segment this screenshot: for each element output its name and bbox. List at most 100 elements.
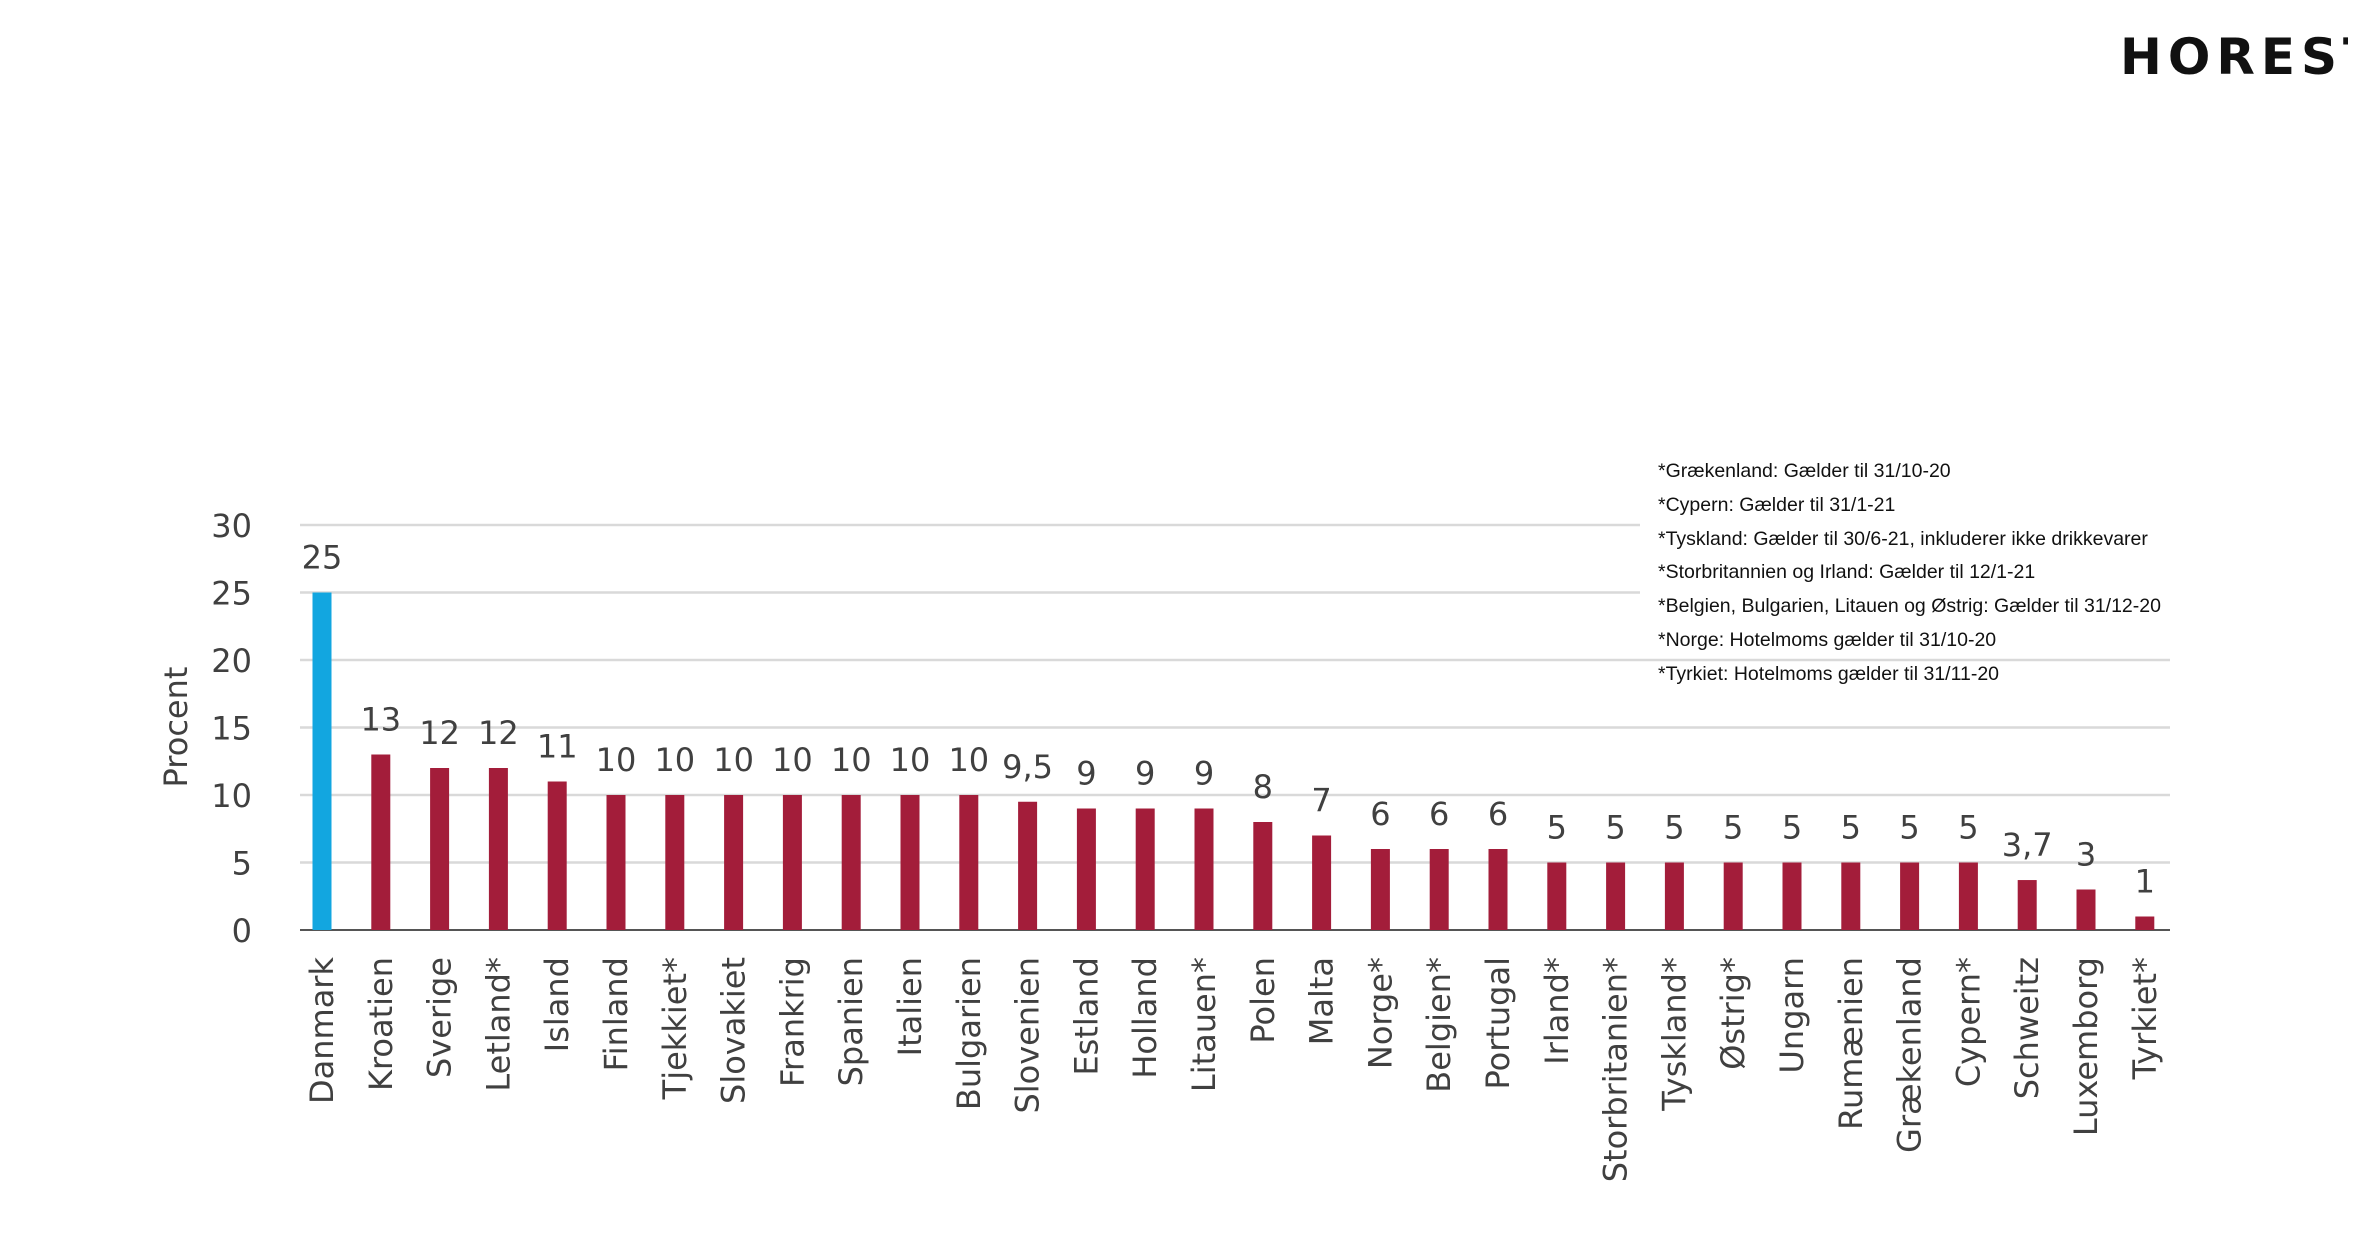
category-label: Frankrig: [773, 957, 811, 1087]
bar-frankrig: [782, 795, 802, 930]
footnote-item: *Storbritannien og Irland: Gælder til 12…: [1658, 561, 2036, 584]
bar-polen: [1253, 822, 1273, 930]
y-axis-ticks: 0 5 10 15 20 25 30: [211, 507, 252, 950]
value-label: 6: [1488, 795, 1508, 833]
category-labels: Danmark Kroatien Sverige Letland* Island Finl…: [303, 957, 2164, 1183]
value-label: 10: [772, 741, 813, 779]
footnote-item: *Tyrkiet: Hotelmoms gælder til 31/11-20: [1658, 662, 2000, 685]
bar-ungarn: [1782, 862, 1802, 930]
category-label: Irland*: [1538, 957, 1576, 1065]
bar-østrig: [1723, 862, 1743, 930]
logo-text: HORESTA: [2120, 28, 2348, 82]
value-label: 10: [654, 741, 695, 779]
bar-belgien: [1429, 849, 1449, 930]
bar-bulgarien: [959, 795, 979, 930]
value-label: 5: [1899, 809, 1919, 847]
value-label: 6: [1429, 795, 1449, 833]
footnote-item: *Norge: Hotelmoms gælder til 31/10-20: [1658, 628, 1997, 651]
category-label: Schweitz: [2008, 957, 2046, 1099]
value-label: 5: [1664, 809, 1684, 847]
category-label: Tyrkiet*: [2126, 957, 2164, 1080]
bar-sverige: [430, 768, 450, 930]
bar-letland: [488, 768, 508, 930]
value-label: 3,7: [2002, 826, 2053, 864]
category-label: Polen: [1244, 957, 1282, 1044]
category-label: Ungarn: [1773, 957, 1811, 1074]
value-label: 5: [1958, 809, 1978, 847]
category-label: Holland: [1126, 957, 1164, 1079]
value-label: 5: [1605, 809, 1625, 847]
category-label: Malta: [1303, 957, 1341, 1045]
value-label: 10: [596, 741, 637, 779]
category-label: Danmark: [303, 957, 341, 1104]
category-label: Island: [538, 957, 576, 1052]
category-label: Portugal: [1479, 957, 1517, 1090]
y-tick-label: 5: [232, 845, 252, 883]
bar-spanien: [841, 795, 861, 930]
category-label: Østrig*: [1714, 957, 1752, 1070]
bar-slovenien: [1018, 801, 1038, 930]
value-label: 11: [537, 728, 578, 766]
footnote-item: *Cypern: Gælder til 31/1-21: [1658, 493, 1896, 516]
bar-holland: [1135, 808, 1155, 930]
value-label: 8: [1253, 768, 1273, 806]
y-tick-label: 25: [211, 575, 252, 613]
value-label: 5: [1841, 809, 1861, 847]
value-label: 10: [713, 741, 754, 779]
category-label: Spanien: [832, 957, 870, 1086]
footnote-item: *Tyskland: Gælder til 30/6-21, inkludere…: [1658, 527, 2148, 550]
footnote-item: *Grækenland: Gælder til 31/10-20: [1658, 460, 1951, 482]
bar-grækenland: [1900, 862, 1920, 930]
bar-irland: [1547, 862, 1567, 930]
value-label: 5: [1723, 809, 1743, 847]
bar-slovakiet: [724, 795, 744, 930]
category-label: Estland: [1067, 957, 1105, 1076]
bars: [312, 592, 2155, 930]
bar-cypern: [1958, 862, 1978, 930]
category-label: Tyskland*: [1655, 957, 1693, 1112]
category-label: Luxemborg: [2067, 957, 2105, 1136]
value-label: 9,5: [1002, 748, 1053, 786]
category-label: Finland: [597, 957, 635, 1071]
value-label: 7: [1311, 782, 1331, 820]
bar-tyskland: [1664, 862, 1684, 930]
category-label: Bulgarien: [950, 957, 988, 1110]
bar-norge: [1370, 849, 1390, 930]
value-label: 12: [478, 714, 519, 752]
bar-island: [547, 781, 567, 930]
category-label: Cypern*: [1949, 957, 1987, 1087]
category-label: Kroatien: [362, 957, 400, 1091]
value-label: 9: [1076, 755, 1096, 793]
value-label: 3: [2076, 836, 2096, 874]
y-tick-label: 20: [211, 642, 252, 680]
bar-schweitz: [2017, 880, 2037, 930]
value-label: 9: [1135, 755, 1155, 793]
category-label: Sverige: [421, 957, 459, 1078]
horesta-logo: HORESTA: [2120, 28, 2348, 82]
category-label: Rumænien: [1832, 957, 1870, 1130]
category-label: Grækenland: [1891, 957, 1929, 1153]
value-label: 10: [890, 741, 931, 779]
value-label: 10: [831, 741, 872, 779]
bar-rumænien: [1841, 862, 1861, 930]
category-label: Tjekkiet*: [656, 957, 694, 1100]
value-label: 10: [948, 741, 989, 779]
value-label: 9: [1194, 755, 1214, 793]
bar-tyrkiet: [2135, 916, 2155, 930]
category-label: Belgien*: [1420, 957, 1458, 1093]
bar-litauen: [1194, 808, 1214, 930]
value-label: 5: [1782, 809, 1802, 847]
category-label: Slovenien: [1009, 957, 1047, 1114]
bar-italien: [900, 795, 920, 930]
value-label: 25: [302, 539, 343, 577]
category-label: Storbritanien*: [1597, 957, 1635, 1182]
category-label: Norge*: [1361, 957, 1399, 1069]
y-tick-label: 0: [232, 912, 252, 950]
value-label: 5: [1547, 809, 1567, 847]
value-label: 13: [360, 701, 401, 739]
bar-storbritanien: [1606, 862, 1626, 930]
y-tick-label: 15: [211, 710, 252, 748]
footnotes: *Grækenland: Gælder til 31/10-20 *Cypern:…: [1658, 455, 2161, 692]
bar-finland: [606, 795, 626, 930]
